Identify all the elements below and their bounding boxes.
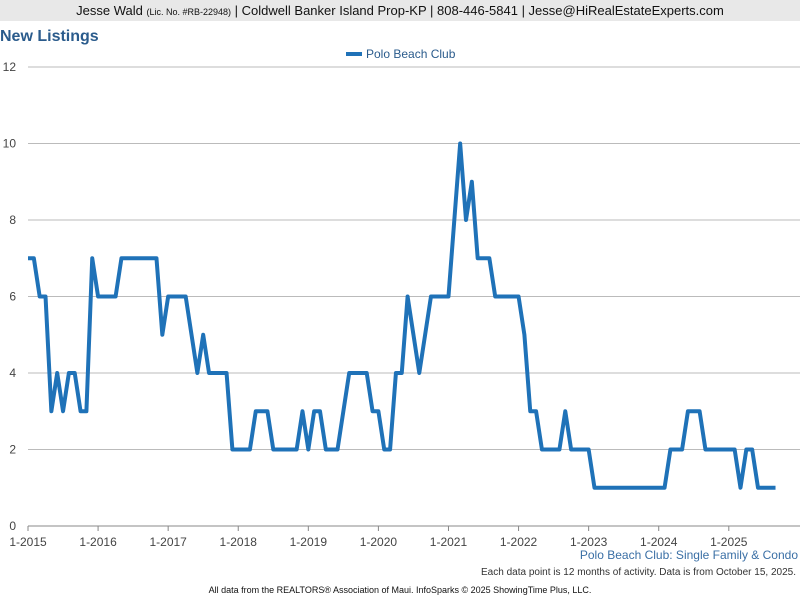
x-tick-label: 1-2015	[9, 535, 47, 549]
x-tick-label: 1-2024	[640, 535, 678, 549]
x-tick-label: 1-2022	[500, 535, 538, 549]
y-tick-label: 0	[9, 519, 16, 533]
y-tick-label: 2	[9, 443, 16, 457]
y-tick-label: 8	[9, 213, 16, 227]
license: (Lic. No. #RB-22948)	[146, 7, 232, 17]
y-tick-label: 10	[3, 137, 17, 151]
y-tick-label: 12	[3, 60, 17, 74]
note: Each data point is 12 months of activity…	[481, 567, 796, 578]
x-tick-label: 1-2020	[360, 535, 398, 549]
x-tick-label: 1-2021	[430, 535, 468, 549]
agent-name: Jesse Wald	[76, 3, 143, 18]
y-tick-label: 6	[9, 290, 16, 304]
x-tick-label: 1-2016	[79, 535, 117, 549]
y-tick-label: 4	[9, 366, 16, 380]
source: All data from the REALTORS® Association …	[209, 585, 592, 595]
header-bar: Jesse Wald (Lic. No. #RB-22948) | Coldwe…	[0, 0, 800, 21]
series-line	[28, 141, 776, 490]
legend-label: Polo Beach Club	[366, 47, 456, 61]
x-tick-label: 1-2023	[570, 535, 608, 549]
x-tick-label: 1-2017	[149, 535, 187, 549]
x-tick-label: 1-2018	[220, 535, 258, 549]
x-tick-label: 1-2025	[710, 535, 748, 549]
x-tick-label: 1-2019	[290, 535, 328, 549]
agent-details: | Coldwell Banker Island Prop-KP | 808-4…	[234, 3, 724, 18]
chart-title: New Listings	[0, 28, 99, 45]
caption: Polo Beach Club: Single Family & Condo	[580, 548, 798, 562]
